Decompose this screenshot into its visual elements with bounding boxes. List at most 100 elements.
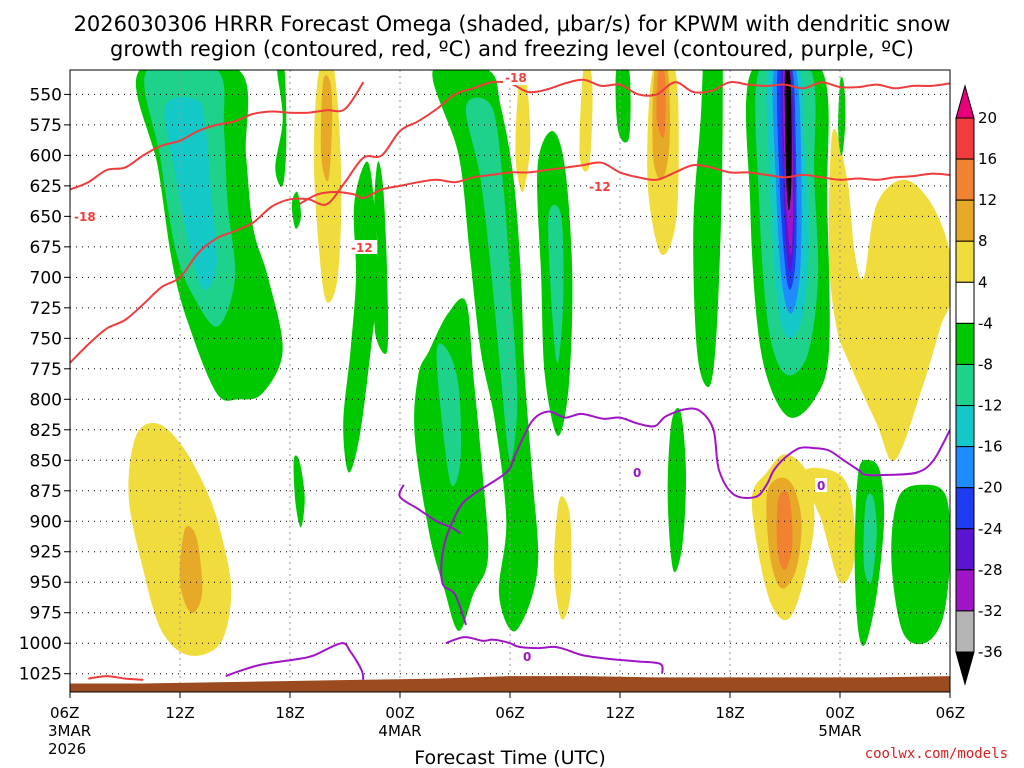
- x-tick-label: 06Z: [50, 704, 79, 722]
- y-tick-label: 650: [30, 207, 62, 227]
- negative-omega-region-5: [293, 455, 305, 528]
- plot-area: [70, 70, 950, 692]
- y-tick-label: 800: [30, 390, 62, 410]
- colorbar-label: -36: [978, 643, 1003, 661]
- terrain-fill: [70, 676, 950, 692]
- purple-contour-3: [225, 642, 365, 680]
- purple-contour-label-c: 0: [523, 650, 531, 664]
- colorbar-box: [955, 281, 975, 324]
- positive-omega-region-5: [515, 73, 531, 193]
- y-tick-label: 900: [30, 512, 62, 532]
- colorbar-box: [955, 363, 975, 407]
- x-tick-label: 06Z: [495, 704, 524, 722]
- colorbar-box: [955, 446, 975, 489]
- x-tick-label: 12Z: [165, 704, 194, 722]
- red-contour-label-top: -18: [505, 71, 527, 85]
- y-tick-label: 925: [30, 543, 62, 563]
- terrain-layer: [70, 676, 950, 692]
- y-tick-label: 875: [30, 482, 62, 502]
- positive-omega-region-14: [579, 70, 593, 172]
- negative-omega-region-27: [863, 493, 877, 584]
- colorbar-label: -24: [978, 520, 1003, 538]
- negative-omega-region-11: [465, 97, 518, 461]
- positive-omega-region-4: [553, 496, 572, 620]
- positive-omega-region-11: [803, 467, 856, 584]
- x-tick-year: 2026: [48, 740, 86, 758]
- colorbar-box: [955, 117, 975, 160]
- colorbar-bottom-arrow: [955, 651, 975, 686]
- negative-omega-region-10: [432, 70, 539, 632]
- negative-omega-region-2: [164, 97, 217, 290]
- colorbar-label: -28: [978, 561, 1003, 579]
- colorbar: 20 16 12 8 4 -4 -8 -12 -16 -20 -24 -28 -32 -36: [955, 84, 1003, 686]
- colorbar-label: -16: [978, 438, 1003, 456]
- y-tick-label: 550: [30, 85, 62, 105]
- x-tick-label: 00Z: [385, 704, 414, 722]
- x-tick-date: 5MAR: [818, 722, 861, 740]
- colorbar-label: 16: [978, 150, 997, 168]
- x-tick-date: 3MAR: [48, 722, 91, 740]
- colorbar-box: [955, 405, 975, 448]
- purple-contour-2: [440, 407, 950, 626]
- colorbar-label: 12: [978, 191, 997, 209]
- y-tick-label: 1000: [19, 634, 62, 654]
- red-contour-label-mid: -12: [351, 241, 373, 255]
- colorbar-label: -4: [978, 314, 993, 332]
- x-axis-label: Forecast Time (UTC): [414, 747, 605, 768]
- negative-omega-layer: [135, 70, 950, 646]
- freezing-level-contours: [225, 407, 950, 680]
- red-contour-label-right: -12: [589, 180, 611, 194]
- y-tick-label: 750: [30, 329, 62, 349]
- negative-omega-region-9: [436, 343, 462, 487]
- y-tick-label: 950: [30, 573, 62, 593]
- colorbar-box: [955, 569, 975, 612]
- red-contour-3: [88, 675, 144, 681]
- y-tick-label: 825: [30, 421, 62, 441]
- positive-omega-region-13: [776, 490, 793, 571]
- x-tick-label: 18Z: [275, 704, 304, 722]
- positive-omega-region-2: [313, 70, 342, 303]
- purple-contour-label-b: 0: [817, 479, 825, 493]
- negative-omega-region-6: [343, 161, 379, 473]
- y-tick-label: 625: [30, 177, 62, 197]
- y-tick-label: 850: [30, 451, 62, 471]
- x-tick-label: 06Z: [936, 704, 965, 722]
- negative-omega-region-16: [667, 407, 687, 573]
- colorbar-label: -32: [978, 602, 1003, 620]
- colorbar-box: [955, 322, 975, 365]
- y-tick-label: 975: [30, 604, 62, 624]
- colorbar-label: 20: [978, 109, 997, 127]
- chart-title-line2: growth region (contoured, red, ºC) and f…: [110, 37, 914, 61]
- positive-omega-region-3: [320, 75, 333, 182]
- red-contour-1: [70, 81, 365, 191]
- colorbar-label: -20: [978, 479, 1003, 497]
- colorbar-box: [955, 240, 975, 283]
- y-tick-label: 675: [30, 238, 62, 258]
- colorbar-label: -12: [978, 397, 1003, 415]
- colorbar-box: [955, 487, 975, 530]
- positive-omega-region-8: [656, 70, 666, 138]
- colorbar-box: [955, 528, 975, 571]
- negative-omega-region-4: [291, 191, 302, 229]
- purple-contour-1: [445, 636, 664, 674]
- colorbar-label: 4: [978, 273, 988, 291]
- negative-omega-region-25: [838, 76, 846, 156]
- colorbar-label: 8: [978, 232, 988, 250]
- x-tick-label: 12Z: [605, 704, 634, 722]
- chart-title-line1: 2026030306 HRRR Forecast Omega (shaded, …: [74, 12, 951, 36]
- x-tick-date: 4MAR: [378, 722, 421, 740]
- purple-contour-0: [398, 484, 462, 535]
- colorbar-box: [955, 199, 975, 242]
- grid-layer: [70, 70, 950, 692]
- purple-contour-label-a: 0: [633, 466, 641, 480]
- positive-omega-region-9: [828, 128, 950, 462]
- y-tick-label: 1025: [19, 665, 62, 685]
- colorbar-label: -8: [978, 355, 993, 373]
- red-contour-2: [298, 161, 950, 206]
- credit-text: coolwx.com/models: [865, 746, 1008, 762]
- positive-omega-region-1: [179, 525, 203, 614]
- negative-omega-region-13: [548, 204, 564, 363]
- negative-omega-region-7: [374, 161, 389, 355]
